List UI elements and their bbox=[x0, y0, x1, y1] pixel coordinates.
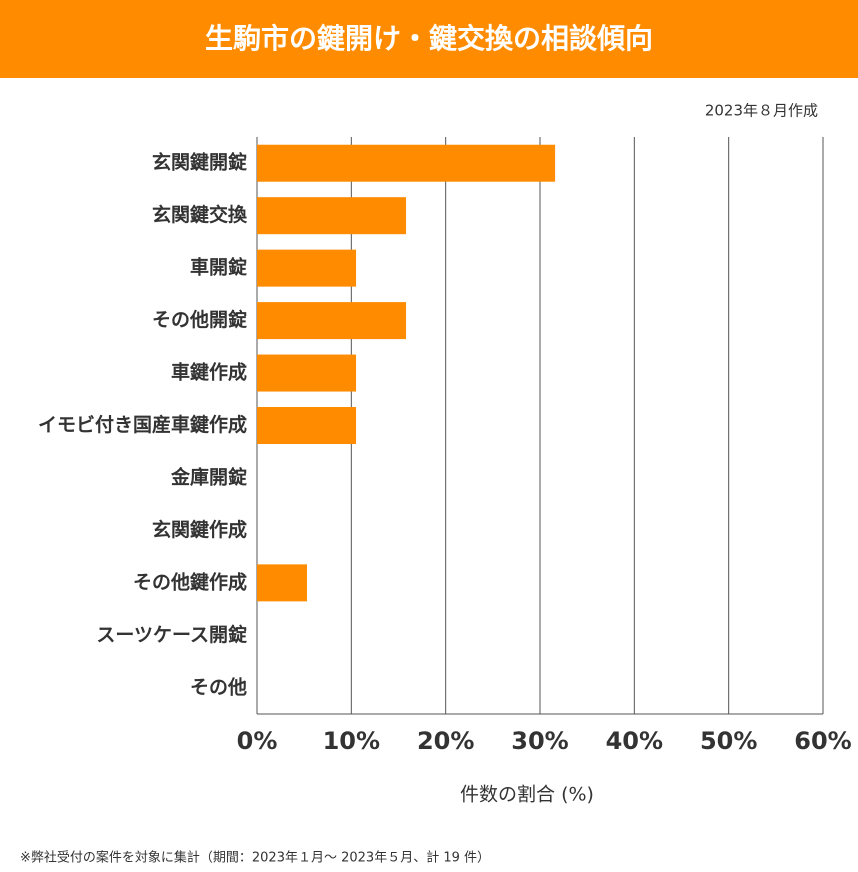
x-axis-label: 件数の割合 (%) bbox=[460, 784, 594, 806]
x-tick-label: 60% bbox=[794, 727, 851, 755]
bar bbox=[257, 407, 357, 444]
x-tick-label: 30% bbox=[511, 727, 568, 755]
x-tick-label: 50% bbox=[700, 727, 757, 755]
bar bbox=[257, 197, 407, 235]
bar bbox=[257, 144, 556, 182]
y-tick-label: その他開錠 bbox=[152, 308, 247, 331]
footnote: ※弊社受付の案件を対象に集計（期間：2023年１月～ 2023年５月、計 19 … bbox=[20, 850, 490, 866]
y-tick-label: 玄関鍵交換 bbox=[152, 203, 248, 226]
bar bbox=[257, 564, 307, 602]
y-tick-label: イモビ付き国産車鍵作成 bbox=[38, 413, 247, 436]
y-tick-label: 車開錠 bbox=[190, 256, 247, 279]
y-tick-label: 玄関鍵開錠 bbox=[152, 151, 247, 174]
y-tick-label: その他 bbox=[190, 675, 247, 698]
x-tick-label: 20% bbox=[417, 727, 474, 755]
bar bbox=[257, 249, 357, 287]
x-tick-label: 0% bbox=[237, 727, 278, 755]
header-band bbox=[0, 0, 858, 78]
x-tick-label: 40% bbox=[606, 727, 663, 755]
y-tick-label: 車鍵作成 bbox=[171, 361, 247, 384]
y-tick-label: スーツケース開錠 bbox=[96, 623, 247, 646]
chart-title: 生駒市の鍵開け・鍵交換の相談傾向 bbox=[205, 22, 653, 55]
bar bbox=[257, 302, 407, 340]
y-tick-label: 玄関鍵作成 bbox=[152, 518, 247, 541]
subtitle: 2023年８月作成 bbox=[705, 102, 818, 120]
bar bbox=[257, 354, 357, 392]
x-tick-label: 10% bbox=[323, 727, 380, 755]
y-tick-label: その他鍵作成 bbox=[133, 570, 247, 593]
y-tick-label: 金庫開錠 bbox=[170, 465, 247, 488]
